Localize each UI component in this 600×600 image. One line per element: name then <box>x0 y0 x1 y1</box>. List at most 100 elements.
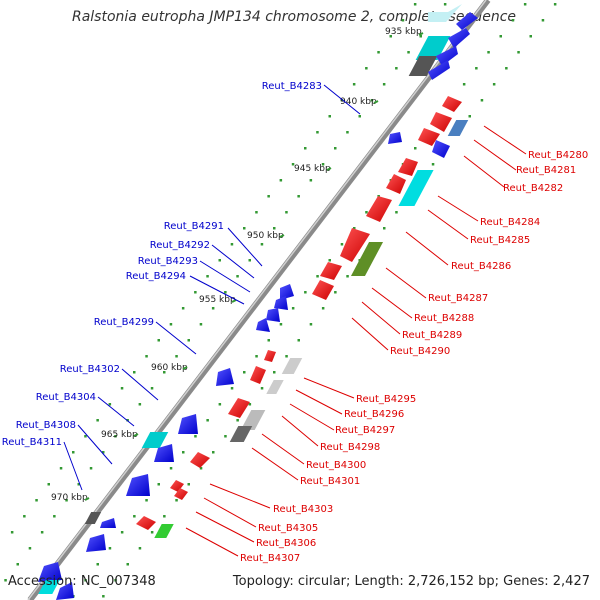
tick-dot <box>10 531 14 534</box>
tick-dot <box>187 483 190 486</box>
tick-dot <box>169 323 173 326</box>
gene-arrow <box>428 60 450 80</box>
scale-label: 955 kbp <box>199 295 236 305</box>
tick-dot <box>492 83 496 86</box>
tick-dot <box>316 275 319 278</box>
tick-dot <box>255 211 258 214</box>
tick-dot <box>194 291 197 294</box>
gene-arrow <box>216 368 234 386</box>
gene-arrow <box>274 296 288 310</box>
gene-label: Reut_B4283 <box>262 81 322 92</box>
gene-label: Reut_B4284 <box>480 217 540 228</box>
tick-dot <box>181 307 185 310</box>
tick-dot <box>236 275 239 278</box>
tick-dot <box>553 3 557 6</box>
tick-dot <box>309 323 313 326</box>
tick-dot <box>334 291 337 294</box>
gene-box <box>398 170 434 206</box>
tick-dot <box>340 99 344 102</box>
scale-label: 970 kbp <box>51 493 88 503</box>
gene-label: Reut_B4293 <box>138 256 198 267</box>
tick-dot <box>35 499 38 502</box>
tick-dot <box>480 99 484 102</box>
gene-label: Reut_B4285 <box>470 235 530 246</box>
chromosome-backbone <box>27 0 491 600</box>
gene-arrow <box>178 414 198 434</box>
gene-arrow <box>388 132 402 144</box>
tick-dot <box>243 371 246 374</box>
tick-dot <box>77 483 80 486</box>
tick-dot <box>346 275 349 278</box>
gene-arrow <box>266 308 280 322</box>
gene-label: Reut_B4288 <box>414 313 474 324</box>
gene-arrow <box>386 174 406 194</box>
tick-dot <box>133 515 136 518</box>
gene-label: Reut_B4305 <box>258 523 318 534</box>
tick-dot <box>84 435 87 438</box>
tick-dot <box>243 227 246 230</box>
tick-dot <box>523 3 527 6</box>
tick-dot <box>59 467 63 470</box>
tick-dot <box>248 403 252 406</box>
tick-dot <box>120 531 124 534</box>
tick-dot <box>65 499 68 502</box>
tick-dot <box>291 163 295 166</box>
gene-arrow <box>366 196 392 222</box>
tick-dot <box>175 499 178 502</box>
scale-label: 965 kbp <box>101 430 138 440</box>
gene-arrow <box>190 452 210 468</box>
tick-dot <box>297 339 300 342</box>
gene-arrow <box>456 12 478 30</box>
tick-dot <box>114 435 117 438</box>
tick-dot <box>401 19 405 22</box>
gene-arrow <box>418 128 440 146</box>
gene-label: Reut_B4296 <box>344 409 404 420</box>
tick-dot <box>224 435 227 438</box>
scale-label: 950 kbp <box>247 231 284 241</box>
gene-label: Reut_B4292 <box>150 240 210 251</box>
tick-dot <box>114 579 117 582</box>
gene-arrow <box>100 518 116 528</box>
tick-dot <box>316 131 319 134</box>
tick-dot <box>255 355 258 358</box>
gene-arrow <box>56 582 74 600</box>
gene-arrow <box>256 318 270 332</box>
tick-dot <box>304 147 307 150</box>
tick-dot <box>260 243 264 246</box>
tick-dot <box>279 323 283 326</box>
tick-dot <box>163 515 166 518</box>
gene-box <box>84 512 102 524</box>
tick-dot <box>370 99 374 102</box>
tick-dot <box>407 51 410 54</box>
gene-label: Reut_B4290 <box>390 346 450 357</box>
gene-arrow <box>398 158 418 176</box>
tick-dot <box>199 323 203 326</box>
tick-dot <box>23 515 26 518</box>
gene-arrow <box>428 4 462 22</box>
gene-box <box>350 242 384 276</box>
tick-dot <box>377 51 380 54</box>
tick-dot <box>199 467 203 470</box>
tick-dot <box>194 435 197 438</box>
gene-label: Reut_B4298 <box>320 442 380 453</box>
tick-dot <box>108 403 112 406</box>
tick-dot <box>529 35 532 38</box>
tick-dot <box>187 339 190 342</box>
gene-label: Reut_B4301 <box>300 476 360 487</box>
gene-arrow <box>228 398 250 418</box>
gene-label: Reut_B4286 <box>451 261 511 272</box>
tick-dot <box>487 51 490 54</box>
gene-arrow <box>126 474 150 496</box>
gene-box <box>240 410 266 430</box>
gene-label: Reut_B4291 <box>164 221 224 232</box>
tick-dot <box>468 115 471 118</box>
tick-dot <box>395 211 398 214</box>
tick-dot <box>511 19 515 22</box>
map-title: Ralstonia eutropha JMP134 chromosome 2, … <box>71 9 516 25</box>
tick-dot <box>279 179 283 182</box>
tick-dot <box>47 483 50 486</box>
tick-dot <box>267 339 270 342</box>
tick-dot <box>462 83 466 86</box>
tick-dot <box>102 595 105 598</box>
tick-dot <box>108 547 112 550</box>
